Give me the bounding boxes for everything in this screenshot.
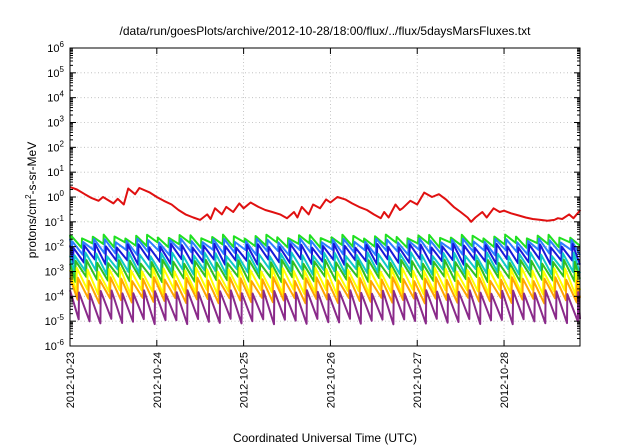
y-tick-label: 10-4 [45, 288, 65, 303]
y-tick-label: 10-5 [45, 313, 65, 328]
y-axis-label: protons/cm2-s-sr-MeV [24, 142, 39, 258]
y-tick-label: 10-3 [45, 264, 65, 279]
series-line [69, 289, 581, 326]
ticks: 10-6 10-5 10-4 10-3 10-2 10-1 100 101 102 103 104 1… [45, 40, 580, 408]
y-tick-label: 10-1 [45, 214, 65, 229]
series-line [69, 276, 581, 305]
x-tick-label: 2012-10-25 [239, 352, 251, 408]
y-tick-label: 105 [47, 65, 64, 80]
y-tick-label: 10-6 [45, 338, 65, 353]
y-tick-label: 102 [47, 139, 64, 154]
y-axis-label-base: protons/cm [25, 199, 39, 258]
series-line [69, 242, 581, 266]
series-line [69, 186, 582, 223]
series-line [69, 233, 581, 249]
x-tick-label: 2012-10-28 [499, 352, 511, 408]
series-line [69, 258, 581, 284]
y-axis-label-exp: 2 [24, 194, 33, 199]
x-tick-label: 2012-10-24 [152, 352, 164, 408]
y-tick-label: 106 [47, 40, 64, 55]
chart-title: /data/run/goesPlots/archive/2012-10-28/1… [120, 24, 532, 38]
series-line [69, 251, 581, 276]
x-axis-label: Coordinated Universal Time (UTC) [233, 431, 417, 445]
x-tick-label: 2012-10-26 [325, 352, 337, 408]
series-layer [69, 186, 582, 326]
series-line [69, 237, 581, 257]
y-tick-label: 10-2 [45, 239, 65, 254]
svg-text:protons/cm2-s-sr-MeV: protons/cm2-s-sr-MeV [24, 142, 39, 258]
series-line [69, 266, 581, 297]
y-tick-label: 101 [47, 164, 64, 179]
x-tick-label: 2012-10-23 [65, 352, 77, 408]
y-tick-label: 100 [47, 189, 64, 204]
y-axis-label-rest: -s-sr-MeV [25, 142, 39, 195]
x-tick-label: 2012-10-27 [412, 352, 424, 408]
y-tick-label: 104 [47, 90, 64, 105]
y-tick-label: 103 [47, 115, 64, 130]
